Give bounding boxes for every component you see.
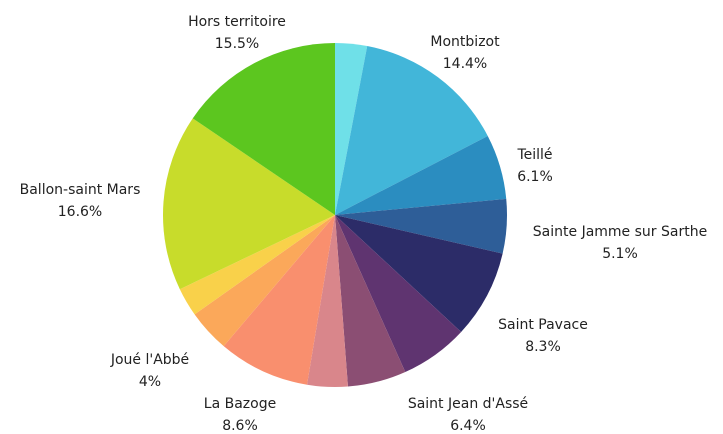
slice-value-label: 6.1% (517, 169, 553, 185)
slice-value-label: 14.4% (443, 56, 487, 72)
pie-slice (223, 215, 335, 385)
pie-slice (335, 43, 368, 215)
slice-label: Ballon-saint Mars (20, 182, 141, 198)
slice-value-label: 5.1% (602, 246, 638, 262)
slice-label: Joué l'Abbé (110, 352, 189, 368)
slice-label: La Bazoge (204, 396, 276, 412)
pie-slice (335, 215, 406, 387)
slice-value-label: 16.6% (58, 204, 102, 220)
slice-value-label: 15.5% (215, 36, 259, 52)
pie-slice (335, 198, 507, 254)
slice-value-label: 4% (139, 374, 161, 390)
pie-slice (179, 215, 335, 315)
pie-slice (192, 43, 335, 215)
slice-value-label: 8.6% (222, 418, 258, 434)
pie-slice (194, 215, 335, 347)
slice-label: Saint Pavace (498, 317, 588, 333)
pie-slice (335, 46, 488, 215)
slice-value-label: 8.3% (525, 339, 561, 355)
pie-slice (163, 118, 335, 290)
pie-slice (335, 215, 462, 372)
slice-label: Montbizot (430, 34, 500, 50)
slice-label: Teillé (516, 147, 552, 163)
pie-slice (335, 215, 503, 332)
slice-label: Sainte Jamme sur Sarthe (533, 224, 707, 240)
pie-slice (307, 215, 348, 387)
slice-label: Saint Jean d'Assé (408, 396, 528, 412)
slice-label: Hors territoire (188, 14, 286, 30)
slice-value-label: 6.4% (450, 418, 486, 434)
pie-slice (335, 135, 507, 215)
